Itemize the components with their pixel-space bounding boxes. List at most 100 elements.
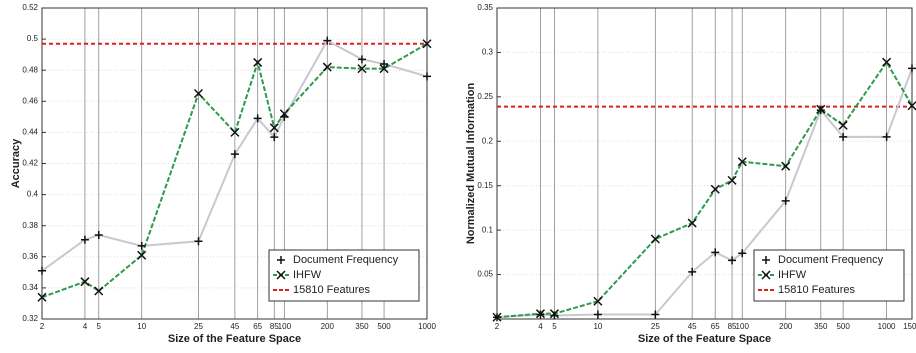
marker: [194, 237, 203, 246]
x-tick-label: 2: [40, 322, 45, 331]
marker: [727, 175, 737, 185]
marker: [781, 196, 790, 205]
y-tick-label: 0.32: [22, 314, 38, 323]
marker: [80, 235, 89, 244]
x-tick-label: 200: [321, 322, 335, 331]
x-tick-label: 85: [728, 322, 737, 331]
x-tick-label: 65: [253, 322, 262, 331]
y-tick-label: 0.4: [27, 190, 39, 199]
marker: [94, 286, 104, 296]
marker: [882, 57, 892, 67]
marker: [737, 157, 747, 167]
marker: [781, 161, 791, 171]
x-tick-label: 45: [688, 322, 697, 331]
y-tick-label: 0.46: [22, 96, 38, 105]
marker: [838, 120, 848, 130]
marker: [422, 39, 432, 49]
x-tick-label: 100: [278, 322, 292, 331]
legend-label: Document Frequency: [778, 254, 884, 266]
marker: [380, 59, 389, 68]
marker: [253, 114, 262, 123]
legend: [268, 249, 420, 302]
x-tick-label: 25: [651, 322, 660, 331]
marker: [711, 248, 720, 257]
x-tick-label: 2: [495, 322, 500, 331]
marker: [253, 57, 263, 67]
x-tick-label: 500: [377, 322, 391, 331]
legend-marker: [762, 256, 770, 264]
marker: [687, 218, 697, 228]
legend-label: IHFW: [293, 269, 322, 281]
marker: [322, 62, 332, 72]
y-tick-label: 0.5: [27, 34, 39, 43]
marker: [269, 123, 279, 133]
marker: [535, 309, 545, 319]
marker: [270, 133, 279, 142]
legend-marker: [276, 270, 286, 280]
x-tick-label: 200: [779, 322, 793, 331]
y-tick-label: 0.44: [22, 128, 38, 137]
marker: [279, 109, 289, 119]
y-tick-label: 0.38: [22, 221, 38, 230]
marker: [839, 132, 848, 141]
x-tick-label: 1000: [418, 322, 436, 331]
legend-label: 15810 Features: [293, 284, 371, 296]
y-axis-title: Accuracy: [10, 138, 22, 188]
legend: [753, 249, 905, 302]
x-tick-label: 65: [711, 322, 720, 331]
x-tick-label: 4: [83, 322, 88, 331]
y-tick-label: 0.42: [22, 159, 38, 168]
marker: [492, 312, 502, 322]
x-tick-label: 500: [836, 322, 850, 331]
y-tick-label: 0.2: [482, 136, 494, 145]
legend-label: IHFW: [778, 269, 807, 281]
marker: [37, 292, 47, 302]
y-tick-label: 0.52: [22, 3, 38, 12]
y-tick-label: 0.36: [22, 252, 38, 261]
panel: 0.32 0.34 0.36 0.38 0.4 0.42 0.44 0.46 0.48 0.5 0.…: [10, 3, 437, 345]
marker: [357, 64, 367, 74]
legend-marker: [761, 270, 771, 280]
y-tick-label: 0.1: [482, 225, 494, 234]
marker: [549, 309, 559, 319]
marker: [882, 132, 891, 141]
marker: [94, 231, 103, 240]
x-axis-title: Size of the Feature Space: [638, 333, 771, 345]
x-tick-label: 350: [355, 322, 369, 331]
legend-label: Document Frequency: [293, 254, 399, 266]
series-line: [496, 68, 913, 319]
x-tick-label: 45: [230, 322, 239, 331]
marker: [137, 250, 147, 260]
marker: [907, 101, 916, 111]
marker: [137, 241, 146, 250]
x-tick-label: 5: [97, 322, 102, 331]
y-tick-label: 0.34: [22, 283, 38, 292]
marker: [593, 296, 603, 306]
marker: [423, 72, 431, 81]
x-tick-label: 100: [736, 322, 750, 331]
x-tick-label: 350: [814, 322, 828, 331]
y-tick-label: 0.05: [477, 270, 493, 279]
marker: [908, 64, 916, 73]
x-tick-label: 1500: [903, 322, 916, 331]
x-tick-label: 1000: [878, 322, 896, 331]
y-axis-title: Normalized Mutual Information: [465, 83, 477, 245]
x-tick-label: 5: [552, 322, 557, 331]
marker: [379, 64, 389, 74]
marker: [193, 88, 204, 99]
marker: [593, 310, 602, 319]
x-tick-label: 85: [270, 322, 279, 331]
marker: [688, 267, 697, 276]
panel: 0.050.10.150.20.250.30.352 4 5 10 25 45 65 85 10…: [465, 3, 916, 345]
x-axis-title: Size of the Feature Space: [168, 333, 301, 345]
marker: [80, 277, 90, 287]
marker: [738, 249, 747, 258]
legend-marker: [277, 256, 285, 264]
y-tick-label: 0.48: [22, 65, 38, 74]
marker: [323, 36, 332, 45]
x-tick-label: 10: [593, 322, 602, 331]
y-tick-label: 0.3: [482, 48, 494, 57]
y-tick-label: 0.15: [477, 181, 493, 190]
marker: [816, 104, 826, 114]
